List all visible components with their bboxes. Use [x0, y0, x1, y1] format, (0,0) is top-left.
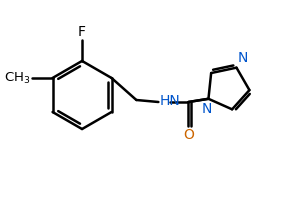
Text: N: N — [202, 102, 212, 116]
Text: O: O — [183, 128, 194, 142]
Text: F: F — [78, 24, 86, 39]
Text: HN: HN — [160, 94, 181, 108]
Text: CH$_3$: CH$_3$ — [4, 70, 30, 85]
Text: N: N — [238, 51, 248, 65]
